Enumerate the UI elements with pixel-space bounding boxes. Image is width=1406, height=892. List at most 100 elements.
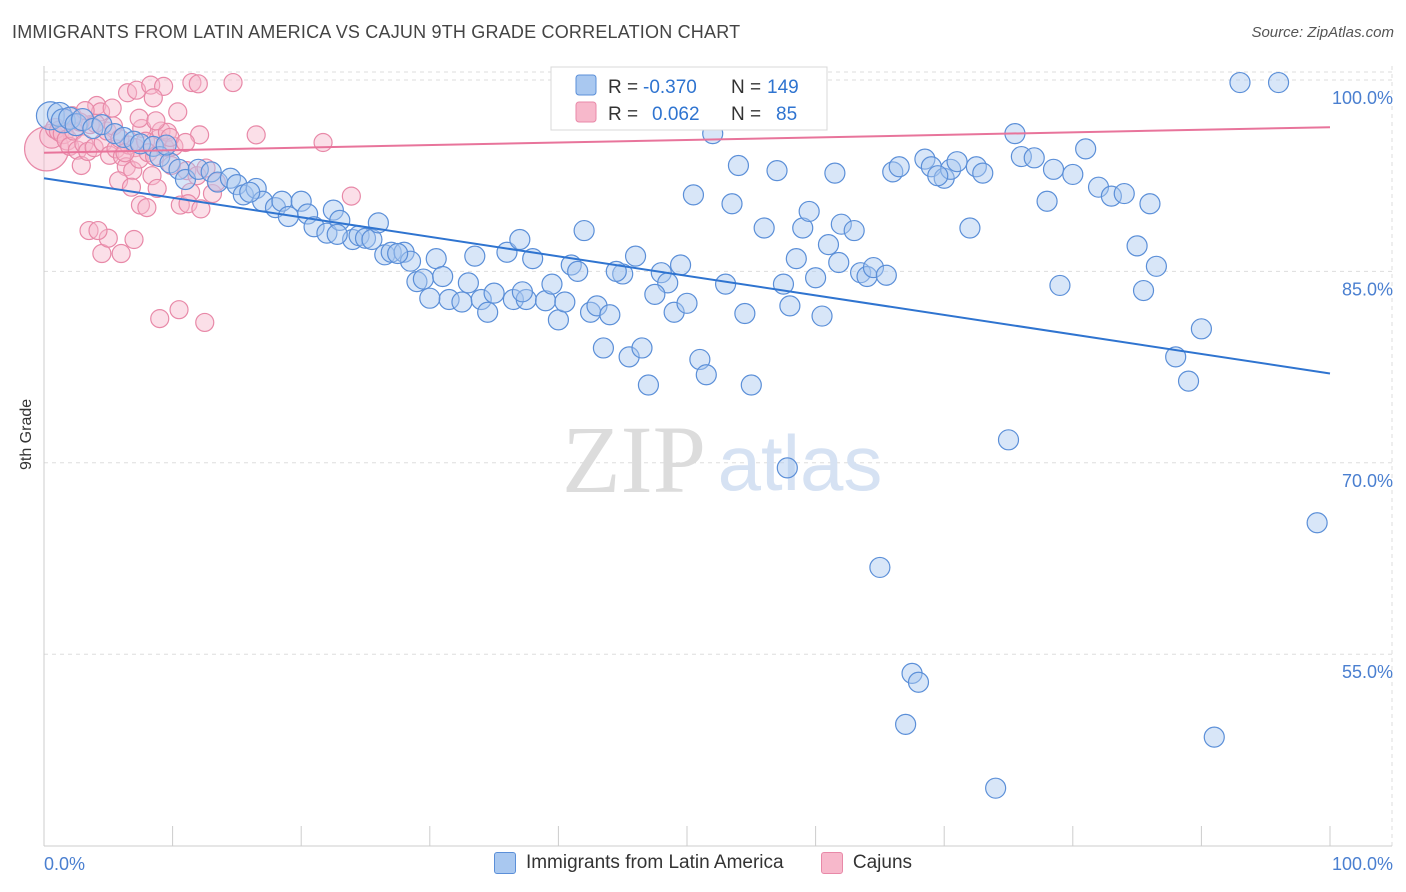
cajun-point [169, 300, 189, 320]
latin-america-point [1229, 71, 1251, 94]
latin-america-point [624, 245, 647, 267]
latin-america-point [1145, 255, 1167, 277]
legend-n-value: 149 [767, 77, 799, 98]
latin-america-point [425, 248, 447, 270]
legend-item-latin-america: Immigrants from Latin America [493, 852, 784, 874]
latin-america-point [592, 337, 615, 359]
latin-america-point [599, 304, 621, 326]
latin-america-point [129, 133, 152, 155]
latin-america-point [862, 256, 885, 279]
latin-america-point [1306, 512, 1328, 534]
latin-america-point [663, 301, 685, 323]
latin-america-point [817, 234, 840, 256]
latin-america-point [1087, 176, 1110, 198]
latin-america-point [219, 167, 242, 189]
latin-america-point [586, 295, 608, 317]
cajun-point [124, 229, 144, 250]
latin-america-point [875, 264, 897, 286]
latin-america-point [509, 228, 531, 251]
latin-america-point [168, 158, 190, 180]
cajun-point [142, 166, 162, 186]
legend-swatch-pink [820, 852, 843, 874]
latin-america-point [830, 213, 852, 235]
latin-america-point [695, 364, 717, 386]
latin-america-point [573, 219, 595, 242]
latin-america-point [997, 429, 1020, 451]
chart-title: IMMIGRANTS FROM LATIN AMERICA VS CAJUN 9… [12, 22, 741, 42]
axes: 100.0% 85.0% 70.0% 55.0% 0.0% 100.0% [43, 66, 1393, 874]
latin-america-point [804, 267, 827, 289]
latin-america-point [387, 242, 409, 265]
legend-box-frame [550, 66, 828, 131]
cajun-point [102, 98, 122, 118]
latin-america-point [1139, 193, 1161, 215]
latin-america-point [965, 156, 987, 178]
latin-america-point [843, 219, 865, 242]
latin-america-point [322, 199, 344, 221]
cajun-point [341, 186, 361, 206]
latin-america-point [361, 228, 383, 251]
latin-america-point [985, 777, 1007, 799]
cajun-point [129, 108, 149, 128]
latin-america-point [511, 281, 533, 303]
latin-america-point [682, 184, 705, 206]
latin-america-point [464, 245, 486, 267]
latin-america-point [354, 227, 377, 249]
latin-america-point [541, 273, 563, 295]
y-tick-label: 55.0% [1342, 662, 1393, 682]
latin-america-point [187, 158, 209, 180]
legend-label: Cajuns [852, 852, 913, 873]
latin-america-point [734, 302, 756, 325]
latin-america-point [631, 337, 653, 359]
latin-america-point [58, 106, 82, 130]
cajun-point [98, 228, 118, 248]
legend-swatch-blue [493, 852, 516, 874]
cajun-point [146, 111, 166, 131]
y-tick-label: 100.0% [1332, 88, 1393, 108]
latin-america-point [959, 217, 981, 239]
latin-america-point [714, 273, 737, 295]
legend-swatch-pink [575, 101, 597, 123]
legend-n-label: N = [731, 77, 761, 98]
latin-america-point [200, 161, 222, 183]
latin-america-point [766, 159, 788, 182]
latin-america-point [1203, 726, 1225, 748]
latin-america-point [811, 305, 833, 327]
latin-america-point [1023, 147, 1045, 169]
cajun-point [195, 312, 215, 333]
latin-america-point [753, 217, 775, 239]
latin-america-point [477, 301, 499, 323]
cajun-point [137, 198, 157, 218]
cajun-point [150, 309, 170, 329]
latin-america-point [432, 265, 454, 288]
watermark-zip: ZIP [562, 406, 706, 513]
latin-america-point [239, 181, 261, 203]
cajun-point [191, 199, 211, 219]
latin-america-point [972, 162, 994, 184]
latin-america-point [779, 295, 801, 317]
cajun-point [202, 183, 223, 204]
latin-america-point [1190, 318, 1213, 340]
latin-america-point [1267, 71, 1290, 94]
latin-america-point [888, 156, 910, 178]
latin-america-point [946, 151, 968, 173]
cajun-point [111, 243, 131, 264]
cajun-point [175, 132, 196, 153]
cajun-point [88, 220, 108, 241]
cajun-point [126, 80, 147, 100]
trend-lines [43, 126, 1331, 375]
cajun-point [177, 160, 197, 181]
latin-america-point [1075, 138, 1097, 160]
latin-america-point [399, 250, 422, 272]
legend-n-label: N = [731, 104, 761, 125]
latin-america-point [35, 101, 66, 131]
latin-america-point [669, 254, 692, 276]
legend-box: R = -0.370 N = 149 R = 0.062 N = 85 [550, 66, 828, 131]
bottom-legend: Immigrants from Latin America Cajuns [0, 852, 1406, 880]
watermark: ZIP atlas [562, 406, 882, 513]
latin-america-point [91, 114, 113, 136]
latin-america-point [1062, 163, 1084, 186]
latin-america-point [419, 287, 441, 309]
trend-line-latin-america [43, 177, 1331, 375]
